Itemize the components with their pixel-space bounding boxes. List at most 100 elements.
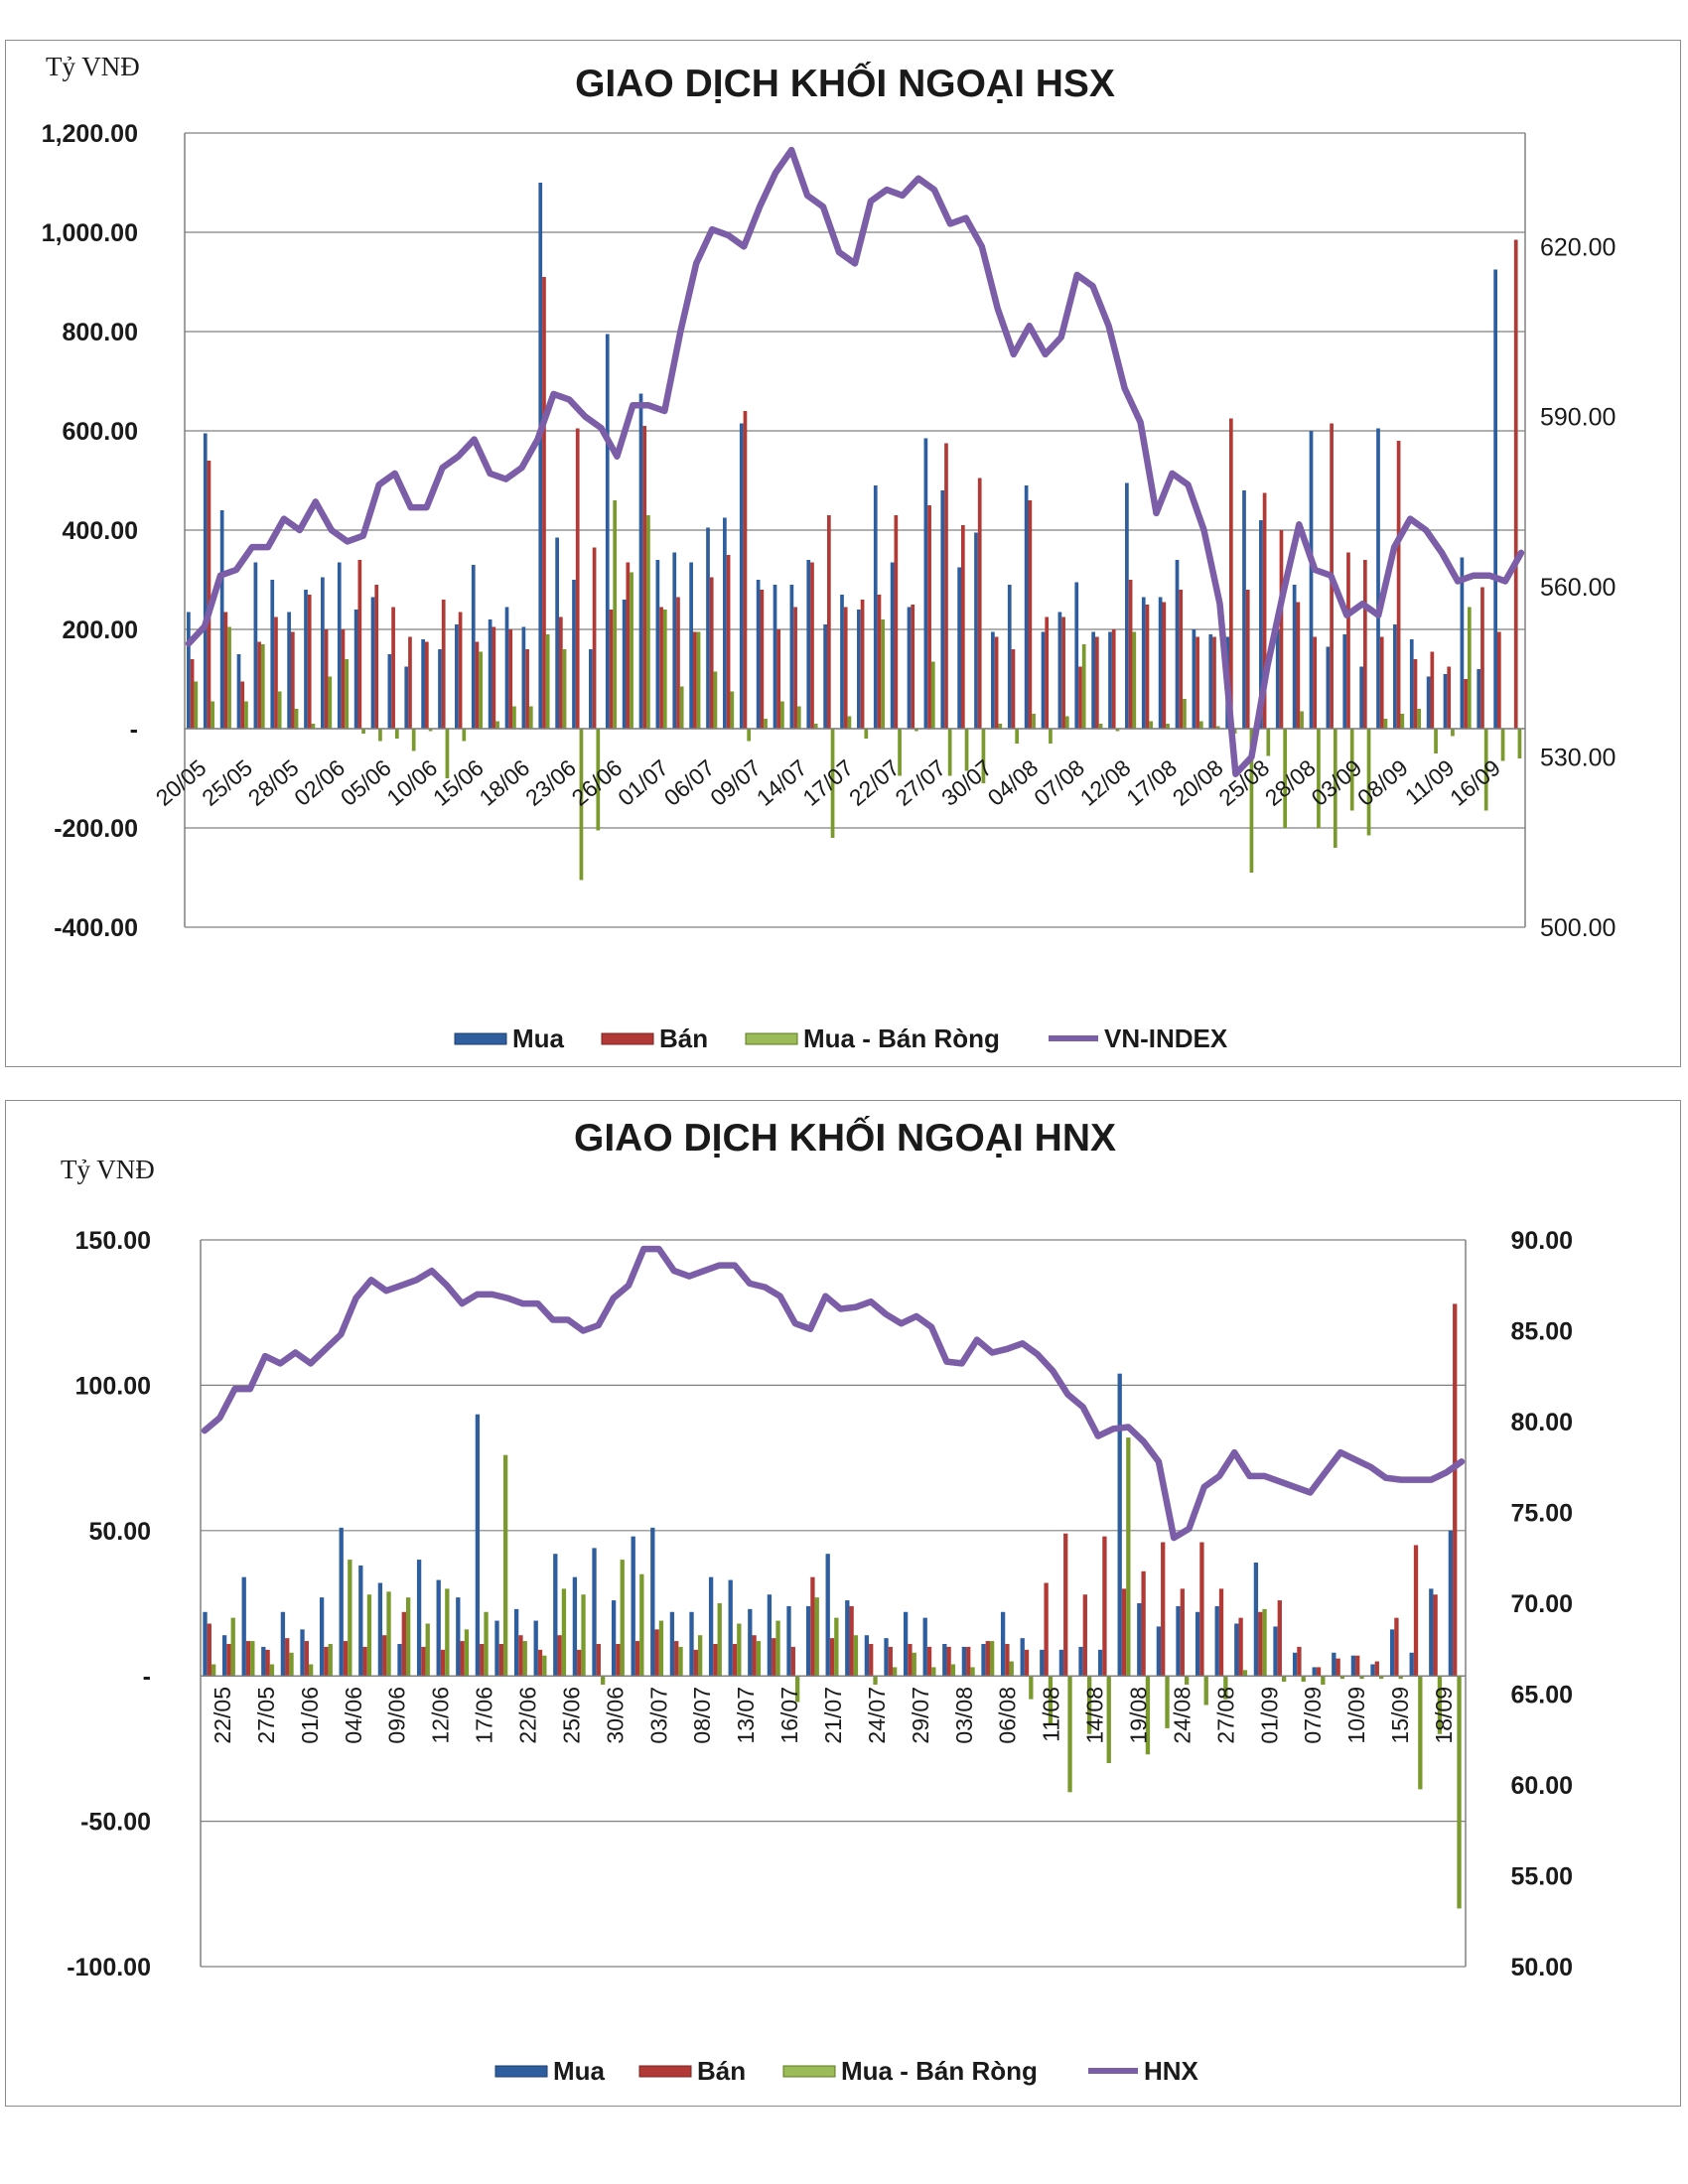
hsx-bar-net <box>260 644 265 729</box>
hsx-bar-mua <box>304 590 308 729</box>
hsx-bar-ban <box>659 607 663 729</box>
hnx-bar-mua <box>669 1611 675 1677</box>
hsx-bar-net <box>277 691 282 729</box>
hnx-chart-title: GIAO DỊCH KHỐI NGOẠI HNX <box>574 1115 1116 1160</box>
hnx-bar-mua <box>767 1594 773 1677</box>
hnx-bar-net <box>366 1594 372 1677</box>
hnx-bar-ban <box>985 1641 990 1677</box>
hnx-x-tick-label: 29/07 <box>908 1687 933 1744</box>
hnx-bar-mua <box>377 1582 383 1677</box>
hnx-bar-net <box>386 1591 391 1677</box>
hnx-bar-ban <box>1336 1658 1340 1677</box>
legend-label-mua: Mua <box>553 2056 606 2086</box>
hsx-bar-net <box>1032 714 1036 729</box>
hnx-bar-mua <box>261 1646 266 1677</box>
hnx-y-axis-unit: Tỷ VNĐ <box>61 1155 155 1184</box>
hsx-x-tick-label: 20/05 <box>151 754 211 811</box>
hsx-bar-net <box>730 691 735 729</box>
hnx-bar-net <box>1048 1676 1054 1725</box>
hnx-x-tick-label: 07/09 <box>1300 1687 1326 1744</box>
hsx-axes <box>184 133 1526 927</box>
hsx-bar-net <box>1266 729 1271 756</box>
hsx-bar-mua <box>538 183 543 729</box>
hsx-y-axis-unit: Tỷ VNĐ <box>46 52 140 81</box>
hsx-bar-mua <box>957 567 961 729</box>
hsx-x-tick-label: 25/05 <box>197 754 257 811</box>
hsx-bar-net <box>847 716 852 729</box>
hsx-bar-net <box>1049 729 1053 744</box>
hnx-bar-ban <box>1063 1533 1068 1677</box>
hsx-bar-net <box>1115 729 1120 732</box>
hnx-bar-net <box>484 1611 489 1677</box>
hsx-bar-mua <box>1242 490 1246 729</box>
hnx-bar-net <box>289 1652 294 1677</box>
hsx-bar-ban <box>475 641 480 729</box>
hsx-bar-mua <box>1393 624 1397 729</box>
hnx-bar-mua <box>864 1635 870 1677</box>
hsx-bar-ban <box>1111 629 1116 729</box>
hnx-chart-panel: GIAO DỊCH KHỐI NGOẠI HNX Tỷ VNĐ 150.00 10… <box>5 1100 1681 2107</box>
hsx-x-tick-label: 02/06 <box>289 754 350 811</box>
hnx-legend: Mua Bán Mua - Bán Ròng HNX <box>494 2056 1199 2086</box>
hsx-bar-net <box>898 729 902 776</box>
hsx-bar-net <box>545 634 550 729</box>
hsx-bar-ban <box>743 411 748 729</box>
hsx-bar-ban <box>508 629 513 729</box>
hnx-bar-mua <box>416 1560 422 1677</box>
hnx-bar-ban <box>285 1638 290 1677</box>
hnx-x-tick-label: 18/09 <box>1431 1687 1457 1744</box>
hnx-bar-ban <box>460 1641 465 1677</box>
hsx-bar-mua <box>504 607 509 729</box>
hnx-bar-net <box>581 1594 586 1677</box>
hnx-bar-ban <box>1218 1588 1224 1677</box>
hnx-bar-ban <box>226 1643 231 1677</box>
hsx-bar-mua <box>1175 560 1180 729</box>
hnx-bar-net <box>970 1667 975 1677</box>
hsx-bar-mua <box>1309 431 1314 729</box>
hsx-bar-net <box>1400 714 1405 729</box>
hnx-bar-ban <box>790 1646 795 1677</box>
hsx-bar-ban <box>810 562 814 729</box>
hnx-bar-ban <box>634 1641 640 1677</box>
hnx-bar-mua <box>903 1611 909 1677</box>
hnx-bar-net <box>211 1664 216 1677</box>
hsx-bar-net <box>796 706 801 729</box>
hnx-bar-net <box>1418 1676 1423 1790</box>
hnx-bar-mua <box>592 1548 597 1677</box>
hsx-bar-ban <box>223 612 228 729</box>
hsx-bar-net <box>512 706 516 729</box>
hsx-bar-net <box>1249 729 1254 873</box>
hnx-bar-ban <box>498 1643 503 1677</box>
hnx-bar-mua <box>533 1620 538 1677</box>
hnx-bar-mua <box>358 1565 363 1677</box>
hsx-bar-ban <box>1447 666 1452 729</box>
hnx-bar-net <box>931 1667 936 1677</box>
hsx-bar-ban <box>408 636 412 729</box>
hsx-bar-ban <box>1228 418 1233 729</box>
hsx-bar-net <box>1366 729 1371 836</box>
hnx-chart: GIAO DỊCH KHỐI NGOẠI HNX Tỷ VNĐ 150.00 10… <box>61 1115 1573 2086</box>
hnx-bar-mua <box>1000 1611 1006 1677</box>
hsx-bar-mua <box>1074 582 1079 729</box>
legend-item-index: HNX <box>1088 2056 1199 2086</box>
hnx-bar-net <box>522 1641 527 1677</box>
hnx-bar-mua <box>1234 1623 1239 1677</box>
hsx-bar-mua <box>1024 485 1029 729</box>
hsx-bar-ban <box>1346 552 1350 729</box>
hnx-bar-ban <box>1453 1303 1458 1677</box>
hnx-bar-ban <box>908 1643 913 1677</box>
hsx-bar-net <box>1417 709 1422 729</box>
hsx-bar-net <box>562 649 567 729</box>
hsx-bar-ban <box>860 600 865 729</box>
hsx-bar-ban <box>1094 636 1099 729</box>
hsx-bar-net <box>1283 729 1288 828</box>
hnx-bar-mua <box>1312 1667 1317 1677</box>
hsx-bar-mua <box>203 433 208 729</box>
hsx-bar-net <box>646 515 650 729</box>
hnx-bar-ban <box>616 1643 621 1677</box>
hsx-index-polyline <box>185 146 1525 777</box>
hsx-bar-ban <box>1396 441 1401 729</box>
hsx-bar-ban <box>558 616 563 729</box>
hsx-bar-net <box>1434 729 1438 753</box>
hsx-bar-mua <box>1041 631 1046 729</box>
